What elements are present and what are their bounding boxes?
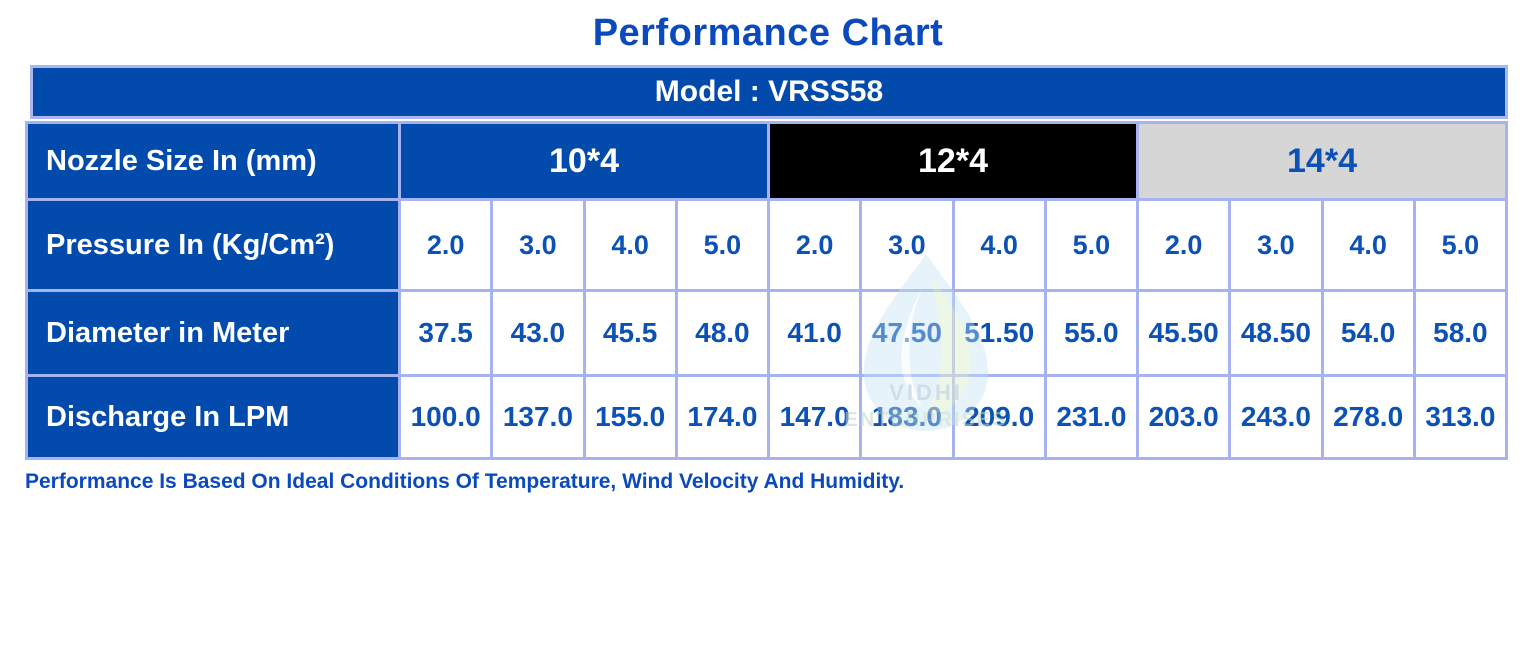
- diameter-value: 51.50: [954, 292, 1044, 374]
- discharge-value: 155.0: [585, 377, 675, 457]
- row-header-discharge: Discharge In LPM: [28, 377, 398, 457]
- model-banner: Model : VRSS58: [30, 65, 1508, 119]
- nozzle-group-14x4: 14*4: [1139, 124, 1505, 198]
- diameter-value: 58.0: [1415, 292, 1505, 374]
- pressure-value: 3.0: [862, 201, 952, 289]
- diameter-value: 43.0: [493, 292, 583, 374]
- pressure-value: 2.0: [770, 201, 860, 289]
- row-header-nozzle-size: Nozzle Size In (mm): [28, 124, 398, 198]
- diameter-value: 45.50: [1139, 292, 1229, 374]
- pressure-value: 4.0: [954, 201, 1044, 289]
- discharge-value: 183.0: [862, 377, 952, 457]
- diameter-value: 48.0: [677, 292, 767, 374]
- pressure-value: 2.0: [1139, 201, 1229, 289]
- nozzle-group-10x4: 10*4: [401, 124, 767, 198]
- diameter-value: 55.0: [1046, 292, 1136, 374]
- pressure-value: 4.0: [1323, 201, 1413, 289]
- diameter-value: 41.0: [770, 292, 860, 374]
- discharge-value: 278.0: [1323, 377, 1413, 457]
- pressure-value: 4.0: [585, 201, 675, 289]
- pressure-value: 5.0: [1415, 201, 1505, 289]
- discharge-value: 100.0: [401, 377, 491, 457]
- row-header-pressure: Pressure In (Kg/Cm²): [28, 201, 398, 289]
- nozzle-group-12x4: 12*4: [770, 124, 1136, 198]
- discharge-value: 174.0: [677, 377, 767, 457]
- diameter-value: 37.5: [401, 292, 491, 374]
- pressure-value: 3.0: [1231, 201, 1321, 289]
- discharge-value: 313.0: [1415, 377, 1505, 457]
- pressure-value: 2.0: [401, 201, 491, 289]
- pressure-value: 5.0: [1046, 201, 1136, 289]
- diameter-value: 54.0: [1323, 292, 1413, 374]
- discharge-value: 147.0: [770, 377, 860, 457]
- row-header-diameter: Diameter in Meter: [28, 292, 398, 374]
- page-title: Performance Chart: [592, 12, 944, 54]
- discharge-value: 231.0: [1046, 377, 1136, 457]
- diameter-value: 45.5: [585, 292, 675, 374]
- pressure-value: 3.0: [493, 201, 583, 289]
- pressure-value: 5.0: [677, 201, 767, 289]
- footer-note: Performance Is Based On Ideal Conditions…: [25, 470, 905, 493]
- discharge-value: 243.0: [1231, 377, 1321, 457]
- performance-table: Nozzle Size In (mm) 10*4 12*4 14*4 Press…: [25, 121, 1508, 460]
- model-banner-label: Model : VRSS58: [654, 75, 884, 108]
- discharge-value: 209.0: [954, 377, 1044, 457]
- diameter-value: 47.50: [862, 292, 952, 374]
- discharge-value: 203.0: [1139, 377, 1229, 457]
- diameter-value: 48.50: [1231, 292, 1321, 374]
- discharge-value: 137.0: [493, 377, 583, 457]
